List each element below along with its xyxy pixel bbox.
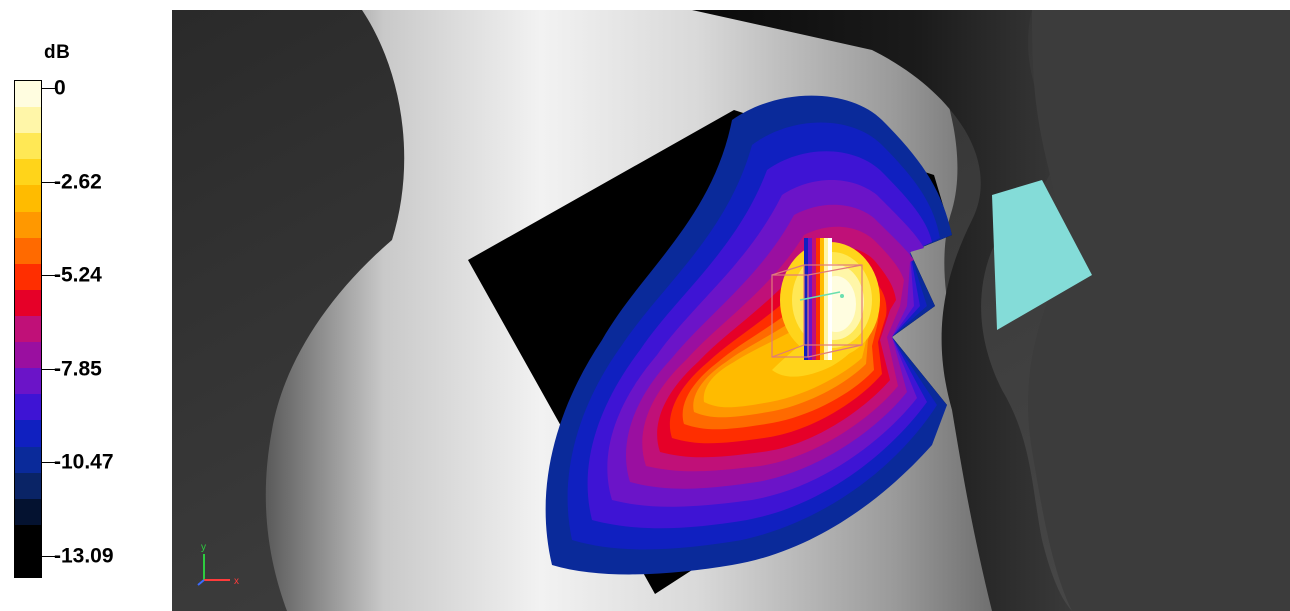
- colorbar-tick: [42, 88, 56, 89]
- 3d-viewport[interactable]: y x: [172, 10, 1290, 611]
- colorbar-band: [15, 237, 41, 264]
- axes-triad: y x: [197, 542, 239, 587]
- sar-distribution-scene: y x: [172, 10, 1290, 611]
- colorbar-band: [15, 420, 41, 447]
- colorbar-band: [15, 498, 41, 525]
- colorbar-tick: [42, 556, 56, 558]
- colorbar-tick: [42, 368, 56, 370]
- colorbar-band: [15, 446, 41, 473]
- colorbar-band: [15, 342, 41, 369]
- colorbar-tick-label: -7.85: [54, 357, 102, 381]
- colorbar-band: [15, 394, 41, 421]
- colorbar-band: [15, 368, 41, 395]
- colorbar: [14, 80, 42, 578]
- legend-unit-label: dB: [44, 42, 71, 63]
- probe-wireframe: [771, 264, 863, 358]
- shoulder-shade: [1028, 10, 1290, 611]
- sar-contours: [545, 95, 952, 575]
- axis-y-label: y: [201, 542, 206, 553]
- colorbar-tick: [42, 462, 56, 464]
- colorbar-tick-label: -2.62: [54, 170, 102, 194]
- colorbar-band: [15, 211, 41, 238]
- colorbar-band: [15, 185, 41, 212]
- colorbar-tick-label: -5.24: [54, 263, 102, 287]
- colorbar-tick: [42, 275, 56, 277]
- colorbar-band: [15, 472, 41, 499]
- handset-face: [992, 180, 1092, 330]
- phantom-head: [692, 10, 1072, 611]
- colorbar-tick-label: -13.09: [54, 544, 114, 568]
- colorbar-band: [15, 263, 41, 290]
- colorbar-band: [15, 159, 41, 186]
- colorbar-band: [15, 524, 41, 551]
- colorbar-band: [15, 315, 41, 343]
- colorbar-band: [15, 550, 41, 578]
- colorbar-band: [15, 133, 41, 160]
- colorbar-tick-label: 0: [54, 76, 66, 100]
- colorbar-legend: dB 0 -2.62 -5.24 -7.85 -10.47 -13.09: [0, 0, 172, 611]
- colorbar-band: [15, 107, 41, 134]
- axis-x-label: x: [234, 576, 239, 587]
- colorbar-tick: [42, 181, 56, 183]
- colorbar-band: [15, 81, 41, 108]
- colorbar-tick-label: -10.47: [54, 450, 114, 474]
- colorbar-band: [15, 289, 41, 316]
